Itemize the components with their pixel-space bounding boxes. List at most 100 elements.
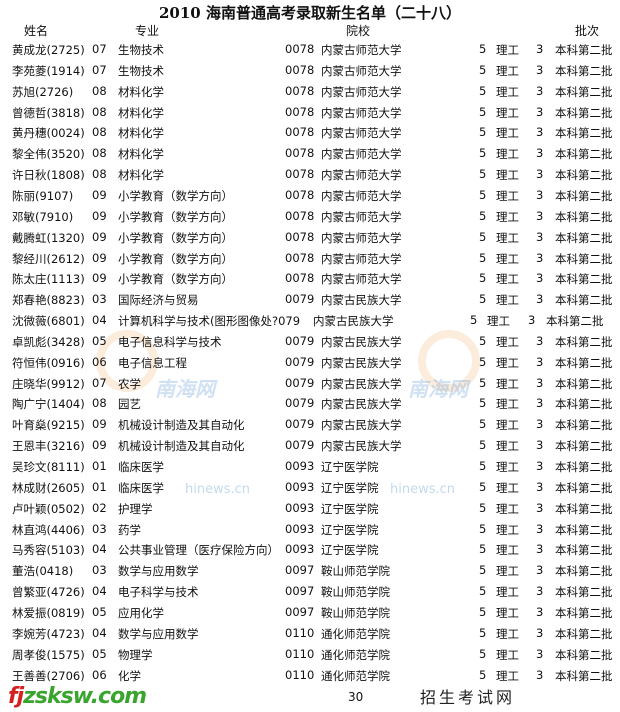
plan-count: 5 <box>479 62 487 77</box>
major-name: 机械设计制造及其自动化 <box>118 439 245 454</box>
batch: 本科第二批 <box>555 147 613 162</box>
table-row: 董浩(0418) 03 数学与应用数学 0097 鞍山师范学院 5 理工 3 本科第二批 <box>0 563 620 583</box>
school-code: 0079 <box>285 333 315 348</box>
batch: 本科第二批 <box>555 626 613 641</box>
category: 理工 <box>496 84 519 99</box>
school-code: 0110 <box>285 625 315 640</box>
student-name: 陈丽(9107) <box>12 188 74 203</box>
batch: 本科第二批 <box>555 668 613 683</box>
school-name: 通化师范学院 <box>321 647 390 662</box>
major-code: 09 <box>92 438 107 453</box>
years: 3 <box>536 396 544 411</box>
watermark-swirl-icon <box>96 330 158 392</box>
school-name: 内蒙古师范大学 <box>321 84 402 99</box>
student-name: 李婉芳(4723) <box>12 626 85 641</box>
major-name: 数学与应用数学 <box>118 564 199 579</box>
batch: 本科第二批 <box>555 522 613 537</box>
student-name: 许日秋(1808) <box>12 168 85 183</box>
major-name: 小学教育（数学方向） <box>118 230 233 245</box>
major-name: 材料化学 <box>118 147 164 162</box>
plan-count: 5 <box>479 104 487 119</box>
plan-count: 5 <box>479 187 487 202</box>
major-name: 护理学 <box>118 501 153 516</box>
school-code: 0079 <box>285 396 315 411</box>
site-logo: fjzsksw.com <box>8 684 147 709</box>
student-name: 马秀容(5103) <box>12 543 85 558</box>
plan-count: 5 <box>479 167 487 182</box>
school-code: 0079 <box>285 438 315 453</box>
school-code: 0078 <box>285 187 315 202</box>
category: 理工 <box>496 63 519 78</box>
plan-count: 5 <box>479 667 487 682</box>
years: 3 <box>536 479 544 494</box>
category: 理工 <box>496 522 519 537</box>
years: 3 <box>536 187 544 202</box>
table-row: 吴珍文(8111) 01 临床医学 0093 辽宁医学院 5 理工 3 本科第二批 <box>0 459 620 479</box>
major-name: 药学 <box>118 522 141 537</box>
school-code: 0093 <box>285 459 315 473</box>
major-code: 01 <box>92 459 107 473</box>
major-code: 06 <box>92 354 107 369</box>
school-name: 辽宁医学院 <box>321 460 379 474</box>
school-name: 内蒙古民族大学 <box>321 397 402 412</box>
category: 理工 <box>496 564 519 579</box>
school-name: 鞍山师范学院 <box>321 605 390 620</box>
category: 理工 <box>496 147 519 162</box>
batch: 本科第二批 <box>555 647 613 662</box>
major-name: 电子信息工程 <box>118 355 187 370</box>
school-code: 0093 <box>285 500 315 515</box>
student-name: 黄丹穗(0024) <box>12 126 85 141</box>
student-name: 沈微薇(6801) <box>12 314 85 329</box>
years: 3 <box>536 438 544 453</box>
school-name: 内蒙古民族大学 <box>321 439 402 454</box>
school-code: 0078 <box>285 62 315 77</box>
major-code: 03 <box>92 521 107 536</box>
plan-count: 5 <box>479 417 487 432</box>
major-code: 08 <box>92 167 107 182</box>
category: 理工 <box>496 397 519 412</box>
student-name: 庄晓华(9912) <box>12 376 85 391</box>
school-name: 内蒙古民族大学 <box>321 334 402 349</box>
major-code: 09 <box>92 208 107 223</box>
page-number: 30 <box>348 690 364 704</box>
page-title: 2010 海南普通高考录取新生名单（二十八） <box>159 4 461 22</box>
school-name: 鞍山师范学院 <box>321 585 390 600</box>
category: 理工 <box>496 188 519 203</box>
school-code: 0078 <box>285 250 315 265</box>
table-row: 戴腾虹(1320) 09 小学教育（数学方向） 0078 内蒙古师范大学 5 理工 3 本科第二… <box>0 230 620 250</box>
plan-count: 5 <box>479 542 487 557</box>
category: 理工 <box>496 355 519 370</box>
major-code: 04 <box>92 542 107 557</box>
category: 理工 <box>496 209 519 224</box>
table-row: 陶广宁(1404) 08 园艺 0079 内蒙古民族大学 5 理工 3 本科第二批 <box>0 396 620 416</box>
table-row: 黄丹穗(0024) 08 材料化学 0078 内蒙古师范大学 5 理工 3 本科第二批 <box>0 125 620 145</box>
student-name: 叶育燊(9215) <box>12 418 85 433</box>
student-name: 林成财(2605) <box>12 480 85 495</box>
school-name: 内蒙古民族大学 <box>321 376 402 391</box>
years: 3 <box>536 167 544 182</box>
school-code: 0078 <box>285 167 315 182</box>
category: 理工 <box>496 230 519 245</box>
school-name: 内蒙古师范大学 <box>321 272 402 287</box>
plan-count: 5 <box>479 521 487 536</box>
years: 3 <box>536 125 544 140</box>
table-row: 曾繁亚(4726) 04 电子科学与技术 0097 鞍山师范学院 5 理工 3 本科第二批 <box>0 584 620 604</box>
years: 3 <box>536 417 544 432</box>
plan-count: 5 <box>479 229 487 244</box>
header-major: 专业 <box>135 24 160 38</box>
plan-count: 5 <box>479 333 487 348</box>
batch: 本科第二批 <box>555 543 613 558</box>
header-name: 姓名 <box>24 24 49 38</box>
years: 3 <box>536 500 544 515</box>
years: 3 <box>536 42 544 56</box>
major-code: 04 <box>92 313 107 328</box>
batch: 本科第二批 <box>555 376 613 391</box>
years: 3 <box>536 604 544 619</box>
student-name: 黄成龙(2725) <box>12 43 85 57</box>
watermark-domain: hinews.cn <box>390 482 456 497</box>
years: 3 <box>536 459 544 473</box>
student-name: 林直鸿(4406) <box>12 522 85 537</box>
school-name: 内蒙古师范大学 <box>321 209 402 224</box>
school-code: 0079 <box>285 375 315 390</box>
batch: 本科第二批 <box>555 397 613 412</box>
